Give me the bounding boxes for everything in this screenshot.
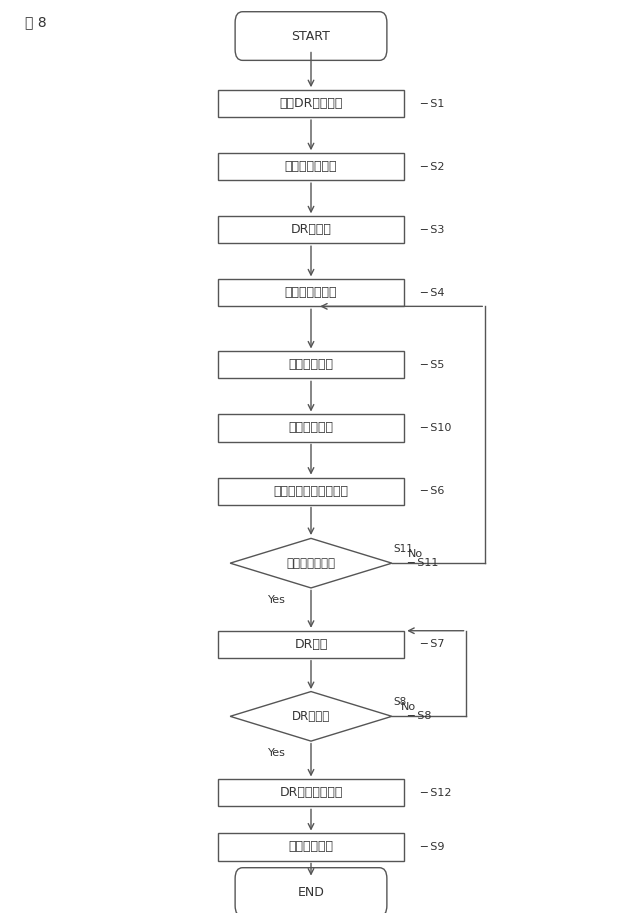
- FancyBboxPatch shape: [235, 867, 387, 913]
- Text: ─ S2: ─ S2: [420, 162, 444, 172]
- Polygon shape: [230, 539, 392, 588]
- Text: ─ S7: ─ S7: [420, 639, 444, 649]
- Text: ─ S4: ─ S4: [420, 288, 444, 298]
- FancyBboxPatch shape: [218, 477, 404, 505]
- Text: ─ S5: ─ S5: [420, 360, 444, 370]
- Text: ─ S1: ─ S1: [420, 99, 444, 109]
- Text: 仮想DR条件設定: 仮想DR条件設定: [279, 97, 343, 110]
- Text: ─ S11: ─ S11: [407, 558, 439, 568]
- FancyBboxPatch shape: [218, 834, 404, 860]
- Text: ─ S12: ─ S12: [420, 788, 452, 798]
- Text: 図 8: 図 8: [25, 16, 47, 29]
- Text: ─ S9: ─ S9: [420, 842, 444, 852]
- Text: DR受付？: DR受付？: [292, 709, 330, 723]
- Text: 予測条件選択: 予測条件選択: [289, 422, 333, 435]
- Text: ─ S8: ─ S8: [407, 711, 432, 721]
- Text: S11: S11: [394, 544, 414, 554]
- FancyBboxPatch shape: [218, 352, 404, 379]
- Text: 気象データ受信: 気象データ受信: [285, 287, 337, 299]
- Text: 全ケース完了？: 全ケース完了？: [287, 557, 335, 570]
- Text: 運転計画実行: 運転計画実行: [289, 841, 333, 854]
- FancyBboxPatch shape: [218, 153, 404, 180]
- FancyBboxPatch shape: [218, 631, 404, 657]
- Polygon shape: [230, 691, 392, 741]
- Text: No: No: [407, 549, 422, 559]
- Text: ─ S3: ─ S3: [420, 225, 444, 235]
- FancyBboxPatch shape: [218, 780, 404, 806]
- Text: S8: S8: [394, 698, 407, 708]
- FancyBboxPatch shape: [235, 12, 387, 60]
- Text: END: END: [297, 886, 325, 898]
- Text: START: START: [292, 29, 330, 43]
- FancyBboxPatch shape: [218, 90, 404, 117]
- Text: DR定式化: DR定式化: [290, 224, 332, 236]
- Text: ─ S6: ─ S6: [420, 486, 444, 496]
- Text: DR受諾可否受付: DR受諾可否受付: [279, 786, 343, 800]
- FancyBboxPatch shape: [218, 216, 404, 243]
- Text: 削減可能量指定: 削減可能量指定: [285, 160, 337, 173]
- Text: Yes: Yes: [268, 748, 286, 758]
- Text: 最適スケジュール算出: 最適スケジュール算出: [274, 485, 348, 498]
- Text: デマンド予測: デマンド予測: [289, 359, 333, 372]
- FancyBboxPatch shape: [218, 279, 404, 307]
- Text: DR受付: DR受付: [294, 638, 328, 651]
- FancyBboxPatch shape: [218, 415, 404, 442]
- Text: No: No: [401, 702, 416, 712]
- Text: Yes: Yes: [268, 594, 286, 604]
- Text: ─ S10: ─ S10: [420, 423, 451, 433]
